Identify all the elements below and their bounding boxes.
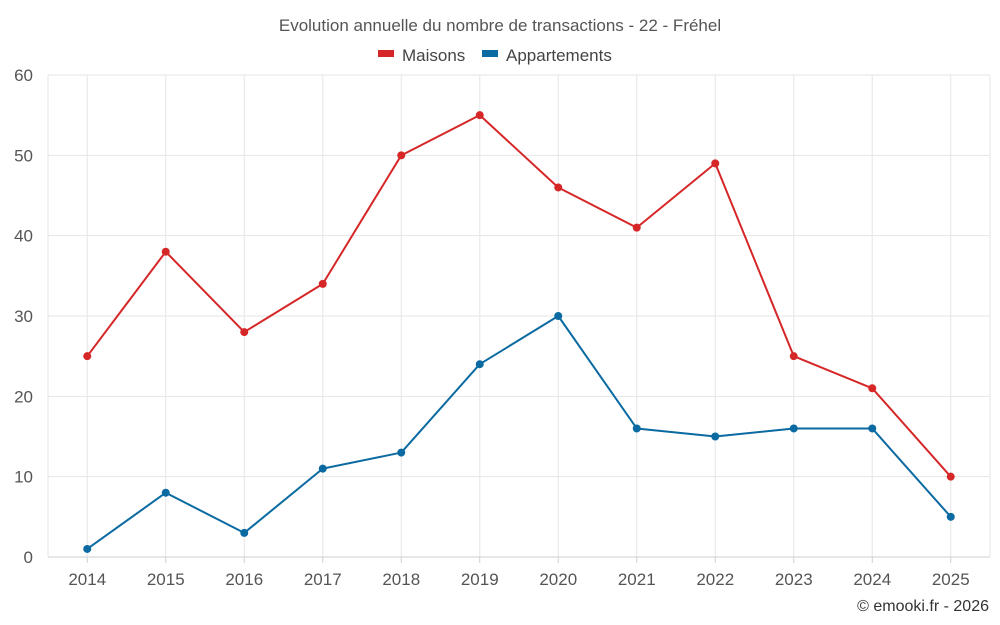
data-point-appartements[interactable]: [397, 448, 406, 457]
data-point-maisons[interactable]: [711, 159, 720, 168]
x-tick-label: 2023: [775, 570, 813, 589]
data-point-maisons[interactable]: [318, 279, 327, 288]
y-tick-label: 40: [14, 227, 33, 246]
grid: [47, 74, 991, 557]
data-point-appartements[interactable]: [946, 512, 955, 521]
data-point-maisons[interactable]: [161, 247, 170, 256]
data-point-appartements[interactable]: [554, 312, 563, 320]
x-tick-label: 2015: [147, 570, 185, 589]
data-point-maisons[interactable]: [946, 472, 955, 481]
legend-swatch-maisons: [378, 50, 394, 57]
chart-title: Evolution annuelle du nombre de transact…: [279, 16, 721, 35]
credit-text: © emooki.fr - 2026: [857, 598, 989, 615]
data-point-appartements[interactable]: [475, 360, 484, 369]
legend-swatch-appartements: [482, 50, 498, 57]
y-tick-label: 10: [14, 468, 33, 487]
x-tick-label: 2024: [853, 570, 891, 589]
data-point-maisons[interactable]: [475, 111, 484, 120]
data-point-maisons[interactable]: [789, 352, 798, 361]
data-point-appartements[interactable]: [318, 464, 327, 473]
y-tick-label: 50: [14, 146, 33, 165]
data-point-appartements[interactable]: [711, 432, 720, 441]
data-point-appartements[interactable]: [868, 424, 877, 433]
data-point-appartements[interactable]: [240, 528, 249, 537]
axes: 0 10 20 30 40 50 60 2014 2015 2016 2017 2018 2019 202…: [14, 66, 990, 589]
data-point-maisons[interactable]: [632, 223, 641, 232]
x-tick-label: 2020: [539, 570, 577, 589]
legend-label-appartements[interactable]: Appartements: [506, 46, 612, 65]
x-tick-label: 2016: [225, 570, 263, 589]
data-point-maisons[interactable]: [83, 352, 92, 361]
x-tick-label: 2019: [461, 570, 499, 589]
y-tick-label: 30: [14, 307, 33, 326]
data-point-appartements[interactable]: [632, 424, 641, 433]
data-point-appartements[interactable]: [83, 544, 92, 553]
y-tick-label: 0: [24, 548, 33, 567]
x-tick-label: 2021: [618, 570, 656, 589]
legend-label-maisons[interactable]: Maisons: [402, 46, 465, 65]
data-point-appartements[interactable]: [789, 424, 798, 433]
y-tick-label: 20: [14, 387, 33, 406]
x-tick-label: 2014: [68, 570, 106, 589]
x-tick-label: 2018: [382, 570, 420, 589]
series: [83, 111, 955, 553]
series-line-maisons: [86, 114, 952, 478]
series-line-appartements: [86, 315, 952, 550]
data-point-maisons[interactable]: [397, 151, 406, 160]
data-point-maisons[interactable]: [554, 183, 563, 192]
data-point-appartements[interactable]: [161, 488, 170, 497]
data-point-maisons[interactable]: [868, 384, 877, 393]
data-point-maisons[interactable]: [240, 328, 249, 337]
legend: Maisons Appartements: [378, 46, 612, 65]
y-tick-label: 60: [14, 66, 33, 85]
x-tick-label: 2022: [696, 570, 734, 589]
x-tick-label: 2025: [932, 570, 970, 589]
x-tick-label: 2017: [304, 570, 342, 589]
